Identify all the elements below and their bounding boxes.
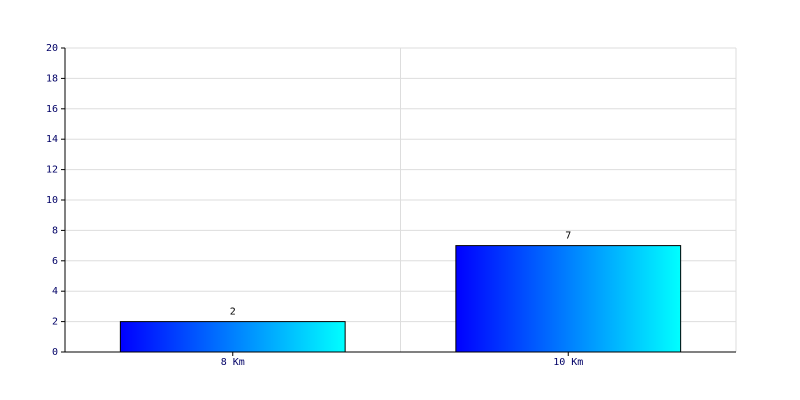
y-tick-label: 2 bbox=[52, 317, 58, 328]
bar bbox=[455, 245, 682, 353]
y-tick-label: 20 bbox=[46, 43, 58, 54]
y-tick-label: 4 bbox=[52, 286, 58, 297]
y-tick-label: 14 bbox=[46, 134, 58, 145]
data-label: 7 bbox=[565, 231, 571, 242]
y-tick-label: 16 bbox=[46, 104, 58, 115]
y-tick-label: 12 bbox=[46, 165, 58, 176]
data-label: 2 bbox=[230, 307, 236, 318]
bar bbox=[119, 321, 346, 353]
x-tick-label: 10 Km bbox=[553, 357, 583, 368]
x-tick-label: 8 Km bbox=[221, 357, 245, 368]
y-tick-label: 18 bbox=[46, 73, 58, 84]
y-tick-label: 10 bbox=[46, 195, 58, 206]
y-tick-label: 0 bbox=[52, 347, 58, 358]
y-tick-label: 6 bbox=[52, 256, 58, 267]
y-tick-label: 8 bbox=[52, 225, 58, 236]
